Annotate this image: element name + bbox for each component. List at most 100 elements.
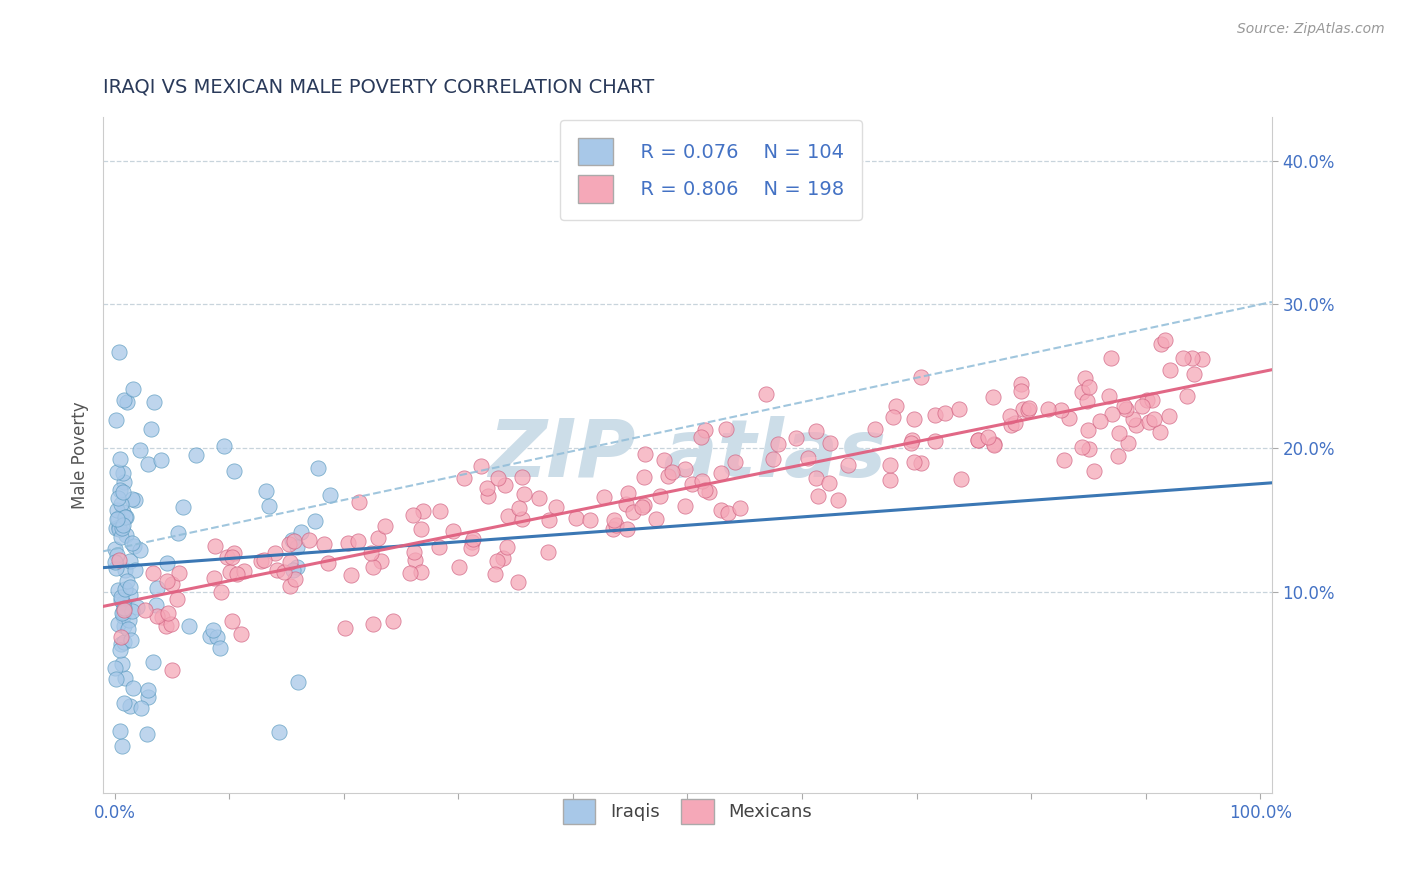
Point (488, 471, 510, 485)
Point (128, 543, 150, 558)
Point (983, 436, 1005, 450)
Point (110, 590, 132, 604)
Point (112, 619, 135, 633)
Point (108, 519, 131, 533)
Point (104, 413, 127, 427)
Point (730, 501, 752, 516)
Point (1137, 415, 1160, 429)
Point (198, 630, 221, 644)
Point (602, 522, 624, 536)
Point (983, 438, 1005, 452)
Point (167, 526, 190, 541)
Point (136, 683, 159, 698)
Point (977, 429, 1000, 443)
Point (1099, 351, 1122, 366)
Point (1077, 379, 1099, 393)
Point (169, 566, 191, 581)
Point (537, 544, 560, 558)
Point (122, 681, 145, 695)
Point (492, 550, 515, 565)
Point (250, 554, 273, 568)
Point (1101, 407, 1123, 421)
Point (412, 504, 434, 518)
Point (217, 549, 239, 564)
Point (111, 606, 134, 620)
Point (112, 635, 135, 649)
Point (1150, 336, 1173, 351)
Point (1175, 389, 1198, 403)
Point (202, 571, 225, 585)
Point (804, 471, 827, 485)
Point (1098, 389, 1121, 403)
Point (1121, 412, 1143, 426)
Point (661, 465, 683, 479)
Point (114, 528, 136, 542)
Point (513, 487, 536, 501)
Point (225, 566, 247, 581)
Point (114, 509, 136, 524)
Point (114, 671, 136, 685)
Point (124, 493, 146, 508)
Point (1112, 399, 1135, 413)
Point (950, 471, 973, 485)
Point (278, 555, 301, 569)
Point (374, 518, 396, 533)
Point (146, 582, 169, 596)
Point (966, 433, 988, 447)
Point (221, 550, 243, 565)
Point (804, 424, 827, 438)
Point (648, 489, 671, 503)
Point (232, 565, 254, 579)
Point (149, 453, 172, 467)
Point (156, 556, 179, 570)
Point (818, 436, 841, 450)
Point (136, 726, 159, 740)
Point (112, 517, 135, 532)
Point (1049, 403, 1071, 417)
Point (141, 422, 163, 436)
Point (484, 567, 506, 582)
Point (150, 610, 173, 624)
Point (766, 437, 789, 451)
Point (117, 623, 139, 637)
Point (1149, 425, 1171, 440)
Point (837, 458, 859, 472)
Point (108, 483, 131, 497)
Point (107, 583, 129, 598)
Point (1108, 425, 1130, 440)
Point (278, 579, 301, 593)
Point (717, 506, 740, 520)
Point (690, 430, 713, 444)
Point (134, 603, 156, 617)
Point (1000, 418, 1022, 433)
Point (621, 505, 644, 519)
Point (710, 503, 733, 517)
Point (723, 454, 745, 468)
Point (1071, 384, 1094, 399)
Point (104, 541, 127, 556)
Point (1116, 436, 1139, 450)
Point (118, 554, 141, 568)
Point (1159, 362, 1181, 376)
Point (762, 452, 785, 467)
Point (1136, 392, 1159, 407)
Point (121, 536, 143, 550)
Point (1157, 409, 1180, 424)
Point (160, 663, 183, 677)
Point (221, 614, 243, 628)
Point (695, 423, 717, 437)
Point (224, 546, 246, 560)
Point (461, 532, 484, 546)
Point (155, 574, 177, 588)
Point (111, 609, 134, 624)
Point (882, 409, 904, 424)
Point (710, 466, 733, 480)
Point (285, 559, 308, 574)
Point (966, 433, 988, 447)
Point (797, 450, 820, 465)
Point (114, 582, 136, 596)
Point (402, 508, 425, 522)
Text: Source: ZipAtlas.com: Source: ZipAtlas.com (1237, 22, 1385, 37)
Point (339, 567, 361, 582)
Point (934, 406, 956, 420)
